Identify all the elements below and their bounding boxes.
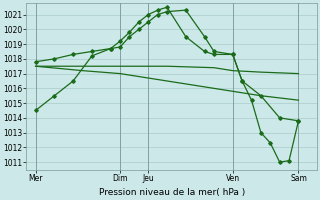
X-axis label: Pression niveau de la mer( hPa ): Pression niveau de la mer( hPa ) xyxy=(99,188,245,197)
